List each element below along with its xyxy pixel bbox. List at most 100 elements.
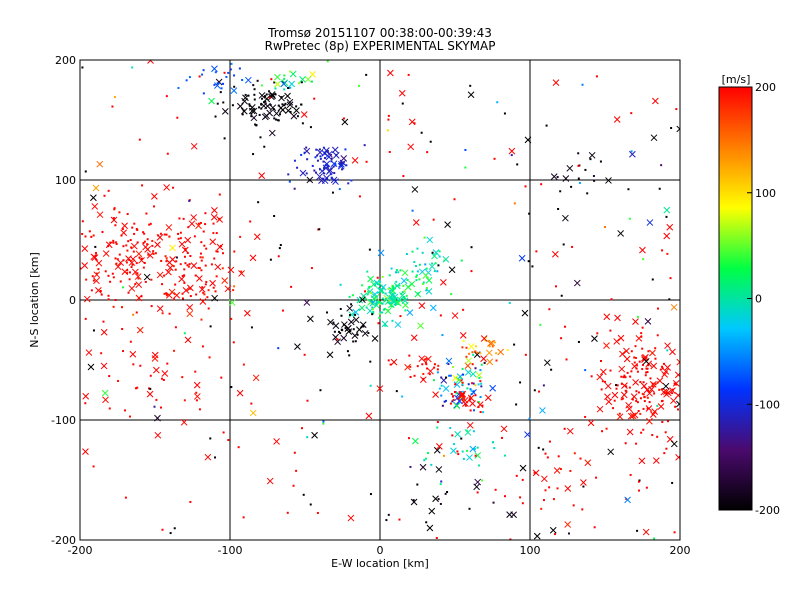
data-point-cross bbox=[373, 301, 380, 309]
data-point-dot bbox=[183, 399, 186, 402]
data-point-dot bbox=[388, 150, 391, 153]
data-point-dot bbox=[319, 155, 322, 158]
data-point-cross bbox=[85, 349, 93, 356]
data-point-cross bbox=[307, 315, 314, 323]
data-point-dot bbox=[414, 265, 417, 268]
data-point-dot bbox=[378, 280, 381, 283]
data-point-dot bbox=[451, 434, 454, 437]
data-point-dot bbox=[268, 96, 271, 99]
data-point-dot bbox=[187, 226, 190, 229]
data-point-dot bbox=[581, 508, 584, 511]
data-point-dot bbox=[464, 148, 467, 151]
data-point-dot bbox=[76, 257, 78, 259]
data-point-dot bbox=[402, 284, 405, 287]
data-point-cross bbox=[651, 408, 659, 415]
data-point-cross bbox=[327, 318, 334, 326]
data-point-dot bbox=[223, 137, 226, 140]
data-point-dot bbox=[383, 300, 386, 303]
data-point-dot bbox=[468, 398, 471, 401]
data-point-cross bbox=[102, 250, 110, 257]
data-point-cross bbox=[596, 373, 604, 381]
data-point-dot bbox=[464, 404, 467, 407]
data-point-dot bbox=[181, 275, 184, 278]
data-point-dot bbox=[392, 287, 395, 290]
data-point-dot bbox=[481, 479, 484, 482]
data-point-dot bbox=[646, 396, 649, 399]
data-point-cross bbox=[418, 355, 426, 363]
data-point-dot bbox=[23, 279, 25, 281]
data-point-dot bbox=[563, 427, 566, 430]
data-point-dot bbox=[570, 185, 573, 188]
data-point-cross bbox=[96, 211, 104, 219]
data-point-dot bbox=[654, 347, 657, 350]
data-point-dot bbox=[310, 267, 313, 270]
data-point-cross bbox=[190, 262, 198, 269]
data-point-cross bbox=[459, 390, 466, 398]
data-point-dot bbox=[571, 245, 574, 248]
data-point-dot bbox=[641, 326, 644, 329]
data-point-dot bbox=[548, 440, 551, 443]
data-point-dot bbox=[84, 235, 87, 238]
data-point-dot bbox=[76, 229, 78, 231]
data-point-cross bbox=[564, 485, 572, 492]
data-point-dot bbox=[330, 167, 333, 170]
data-point-dot bbox=[515, 474, 518, 477]
data-point-cross bbox=[110, 216, 118, 224]
data-point-dot bbox=[342, 117, 345, 120]
data-point-dot bbox=[173, 349, 176, 352]
data-point-dot bbox=[401, 102, 404, 105]
data-point-cross bbox=[432, 495, 439, 503]
data-point-dot bbox=[559, 190, 562, 193]
data-point-dot bbox=[197, 222, 200, 225]
data-point-dot bbox=[116, 258, 119, 261]
data-point-dot bbox=[316, 159, 319, 162]
data-point-dot bbox=[469, 409, 472, 412]
data-point-dot bbox=[295, 469, 298, 472]
data-point-dot bbox=[250, 326, 253, 329]
data-point-dot bbox=[177, 87, 180, 90]
data-point-dot bbox=[201, 256, 204, 259]
data-point-dot bbox=[462, 390, 465, 393]
data-point-dot bbox=[113, 207, 116, 210]
data-point-cross bbox=[419, 376, 427, 384]
data-point-dot bbox=[577, 177, 580, 180]
data-point-cross bbox=[639, 246, 646, 254]
data-point-dot bbox=[274, 118, 277, 121]
data-point-dot bbox=[324, 152, 327, 155]
data-point-dot bbox=[238, 67, 241, 70]
data-point-cross bbox=[156, 271, 164, 279]
data-point-cross bbox=[400, 277, 408, 285]
data-point-cross bbox=[620, 391, 628, 399]
data-point-dot bbox=[628, 386, 631, 389]
data-point-dot bbox=[480, 385, 483, 388]
data-point-cross bbox=[286, 98, 294, 106]
data-point-dot bbox=[261, 97, 264, 100]
data-point-dot bbox=[253, 98, 256, 101]
data-point-dot bbox=[132, 250, 135, 253]
data-point-dot bbox=[189, 255, 192, 258]
data-point-dot bbox=[399, 315, 402, 318]
data-point-cross bbox=[209, 279, 216, 287]
data-point-dot bbox=[215, 250, 218, 253]
data-point-cross bbox=[418, 302, 426, 310]
data-point-dot bbox=[446, 491, 449, 494]
data-point-dot bbox=[298, 82, 301, 85]
data-point-dot bbox=[456, 450, 459, 453]
data-point-dot bbox=[476, 446, 479, 449]
data-point-cross bbox=[626, 428, 634, 436]
data-point-dot bbox=[341, 329, 344, 332]
data-point-dot bbox=[559, 468, 562, 471]
data-point-dot bbox=[122, 259, 125, 262]
data-point-dot bbox=[384, 297, 387, 300]
data-point-cross bbox=[603, 342, 610, 349]
data-point-dot bbox=[258, 106, 261, 109]
data-point-dot bbox=[415, 275, 418, 278]
data-point-cross bbox=[468, 343, 475, 350]
data-point-cross bbox=[348, 311, 356, 318]
data-point-dot bbox=[542, 448, 545, 451]
data-point-dot bbox=[654, 357, 657, 360]
data-point-dot bbox=[586, 192, 589, 195]
data-point-cross bbox=[467, 91, 475, 99]
data-point-dot bbox=[179, 263, 182, 266]
data-point-dot bbox=[468, 352, 471, 355]
